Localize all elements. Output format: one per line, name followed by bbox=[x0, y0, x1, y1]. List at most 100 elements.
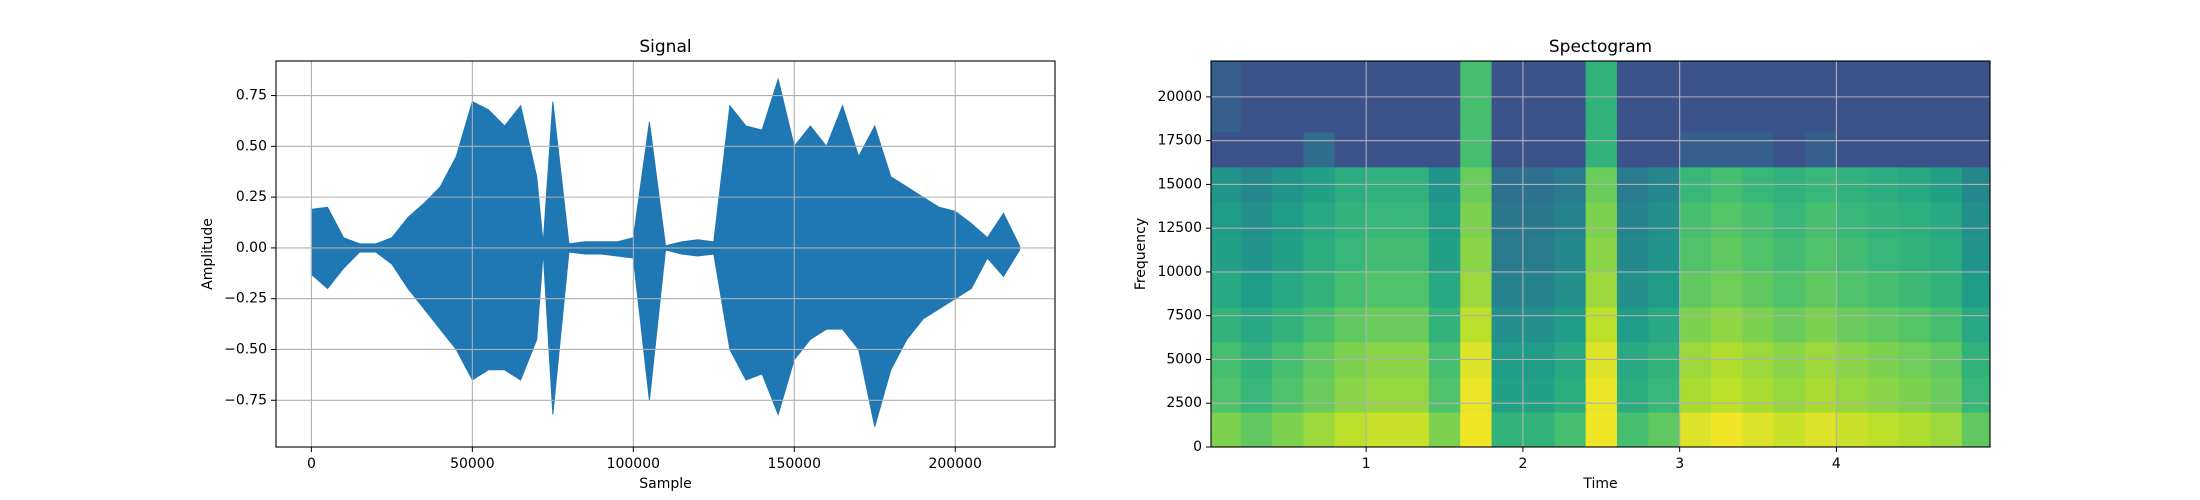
spectrogram-cell bbox=[1303, 61, 1336, 98]
spectrogram-cell bbox=[1616, 411, 1649, 447]
spectrogram-cell bbox=[1585, 201, 1618, 238]
spectrogram-cell bbox=[1742, 236, 1775, 273]
spectrogram-cell bbox=[1773, 271, 1806, 308]
spectrogram-cell bbox=[1679, 271, 1712, 308]
spectrogram-cell bbox=[1272, 376, 1304, 413]
y-tick-label: 0.00 bbox=[236, 240, 267, 256]
spectrogram-cell bbox=[1272, 201, 1304, 238]
spectrogram-cell bbox=[1616, 61, 1649, 98]
spectrogram-cell bbox=[1303, 96, 1336, 133]
spectrogram-cell bbox=[1930, 306, 1963, 343]
spectrogram-cell bbox=[1648, 131, 1681, 168]
spectrogram-cell bbox=[1867, 306, 1900, 343]
spectrogram-cell bbox=[1211, 96, 1242, 133]
spectrogram-cell bbox=[1773, 236, 1806, 273]
spectrogram-cell bbox=[1428, 376, 1461, 413]
y-tick-label: 0.50 bbox=[236, 138, 267, 154]
spectrogram-cell bbox=[1491, 411, 1524, 447]
spectrogram-cell bbox=[1397, 236, 1430, 273]
spectrogram-cell bbox=[1522, 376, 1555, 413]
spectrogram-cell bbox=[1836, 131, 1869, 168]
spectrogram-cell bbox=[1240, 131, 1273, 168]
y-tick-label: 5000 bbox=[1166, 351, 1202, 367]
spectrogram-cell bbox=[1303, 236, 1336, 273]
spectrogram-cell bbox=[1648, 271, 1681, 308]
spectrogram-cell bbox=[1899, 271, 1931, 308]
spectrogram-cell bbox=[1211, 201, 1242, 238]
spectrogram-cell bbox=[1711, 411, 1743, 447]
x-tick-label: 3 bbox=[1675, 456, 1684, 472]
spectrogram-cell bbox=[1867, 411, 1900, 447]
spectrogram-cell bbox=[1334, 96, 1367, 133]
spectrogram-cell bbox=[1211, 271, 1242, 308]
spectrogram-cell bbox=[1428, 131, 1461, 168]
spectrogram-cell bbox=[1554, 306, 1587, 343]
spectrogram-cell bbox=[1805, 201, 1837, 238]
y-tick-label: 12500 bbox=[1157, 220, 1202, 236]
spectrogram-cell bbox=[1397, 61, 1430, 98]
y-tick-label: −0.75 bbox=[224, 392, 267, 408]
spectrogram-cell bbox=[1240, 61, 1273, 98]
spectrogram-cell bbox=[1272, 96, 1304, 133]
spectrogram-cell bbox=[1522, 236, 1555, 273]
spectrogram-cell bbox=[1334, 411, 1367, 447]
y-tick-label: −0.50 bbox=[224, 341, 267, 357]
spectrogram-cell bbox=[1240, 201, 1273, 238]
plot-area bbox=[310, 77, 1021, 427]
spectrogram-cell bbox=[1836, 411, 1869, 447]
spectrogram-cell bbox=[1679, 376, 1712, 413]
y-tick-label: 10000 bbox=[1157, 264, 1202, 280]
spectrogram-cell bbox=[1211, 61, 1242, 98]
spectrogram-cell bbox=[1648, 61, 1681, 98]
spectrogram-cell bbox=[1742, 306, 1775, 343]
spectrogram-cell bbox=[1460, 271, 1493, 308]
spectrogram-cell bbox=[1522, 201, 1555, 238]
spectrogram-cell bbox=[1805, 271, 1837, 308]
spectrogram-cell bbox=[1491, 271, 1524, 308]
x-tick-label: 4 bbox=[1832, 456, 1841, 472]
chart-title: Spectogram bbox=[1549, 37, 1652, 57]
spectrogram-cell bbox=[1742, 96, 1775, 133]
spectrogram-cell bbox=[1711, 201, 1743, 238]
spectrogram-cell bbox=[1491, 306, 1524, 343]
axes-frame bbox=[1210, 60, 1991, 448]
spectrogram-cell bbox=[1930, 271, 1963, 308]
y-tick-label: 7500 bbox=[1166, 308, 1202, 324]
spectrogram-cell bbox=[1742, 376, 1775, 413]
y-tick-label: 15000 bbox=[1157, 176, 1202, 192]
spectrogram-cell bbox=[1616, 376, 1649, 413]
x-tick-label: 0 bbox=[307, 456, 316, 472]
spectrogram-cell bbox=[1961, 376, 1990, 413]
spectrogram-cell bbox=[1867, 236, 1900, 273]
x-tick-label: 200000 bbox=[928, 456, 981, 472]
spectrogram-cell bbox=[1742, 61, 1775, 98]
spectrogram-cell bbox=[1460, 96, 1493, 133]
spectrogram-cell bbox=[1334, 376, 1367, 413]
spectrogram-cell bbox=[1836, 236, 1869, 273]
spectrogram-cell bbox=[1930, 236, 1963, 273]
spectrogram-cell bbox=[1522, 96, 1555, 133]
spectrogram-cell bbox=[1899, 96, 1931, 133]
spectrogram-cell bbox=[1491, 61, 1524, 98]
spectrogram-cell bbox=[1272, 271, 1304, 308]
spectrogram-cell bbox=[1836, 306, 1869, 343]
spectrogram-cell bbox=[1867, 376, 1900, 413]
spectrogram-cell bbox=[1303, 131, 1336, 168]
spectrogram-cell bbox=[1836, 61, 1869, 98]
spectrogram-cell bbox=[1648, 411, 1681, 447]
spectrogram-cell bbox=[1522, 306, 1555, 343]
spectrogram-cell bbox=[1460, 236, 1493, 273]
spectrogram-cell bbox=[1836, 96, 1869, 133]
spectrogram-cell bbox=[1240, 271, 1273, 308]
spectrogram-cell bbox=[1961, 271, 1990, 308]
spectrogram-cell bbox=[1805, 96, 1837, 133]
spectrogram-cell bbox=[1428, 411, 1461, 447]
spectrogram-cell bbox=[1554, 131, 1587, 168]
spectrogram-cell bbox=[1585, 236, 1618, 273]
spectrogram-cell bbox=[1711, 96, 1743, 133]
spectrogram-cell bbox=[1616, 271, 1649, 308]
signal-envelope bbox=[310, 247, 1021, 427]
spectrogram-cell bbox=[1460, 201, 1493, 238]
spectrogram-cell bbox=[1240, 306, 1273, 343]
